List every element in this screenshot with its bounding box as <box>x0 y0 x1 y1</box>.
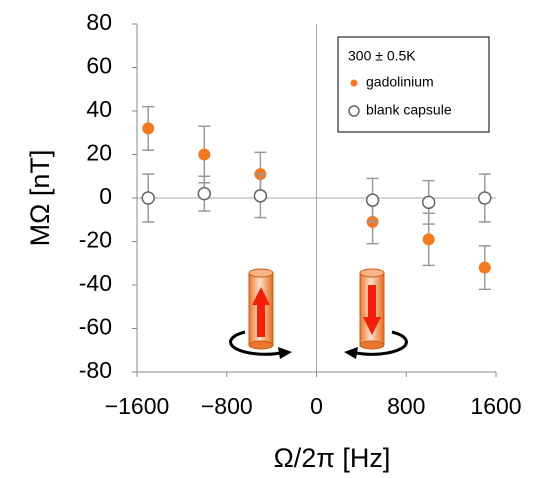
legend-marker <box>350 79 358 87</box>
x-tick-label: −1600 <box>105 393 170 419</box>
legend-title: 300 ± 0.5K <box>348 48 416 64</box>
x-tick-label: 800 <box>387 393 425 419</box>
legend-label: gadolinium <box>366 74 434 90</box>
y-tick-label: 40 <box>86 96 112 122</box>
y-tick-label: 60 <box>86 53 112 79</box>
point <box>478 191 492 205</box>
legend-label: blank capsule <box>366 102 452 118</box>
y-tick-label: -40 <box>79 270 112 296</box>
rotation-icon <box>229 268 292 359</box>
legend-box <box>337 36 490 133</box>
x-tick-label: 0 <box>310 393 323 419</box>
y-tick-label: 80 <box>86 9 112 35</box>
point <box>422 233 435 246</box>
y-tick-label: -60 <box>79 314 112 340</box>
x-tick-label: 1600 <box>470 393 521 419</box>
point <box>253 189 268 203</box>
point <box>365 193 380 207</box>
point <box>197 186 212 201</box>
y-tick-label: -20 <box>79 227 112 253</box>
point <box>142 122 155 135</box>
y-tick-label: 0 <box>99 183 112 209</box>
point <box>478 261 491 274</box>
point <box>421 195 436 210</box>
y-tick-label: -80 <box>79 357 112 383</box>
y-axis-label: MΩ [nT] <box>25 150 55 247</box>
legend-marker <box>348 105 360 117</box>
x-tick-label: −800 <box>201 393 253 419</box>
y-tick-label: 20 <box>86 140 112 166</box>
point <box>198 148 211 161</box>
point <box>141 191 155 205</box>
x-axis-label: Ω/2π [Hz] <box>274 443 391 473</box>
rotation-icon <box>344 268 408 359</box>
